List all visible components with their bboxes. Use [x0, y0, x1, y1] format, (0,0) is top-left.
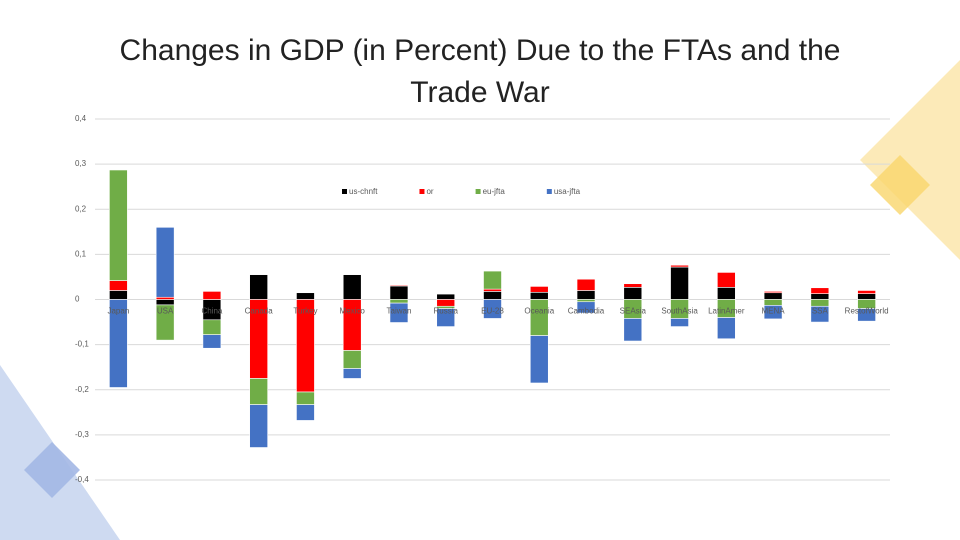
bar-segment	[436, 308, 456, 327]
x-tick-label: RestofWorld	[845, 307, 889, 316]
bar-segment	[109, 290, 128, 300]
bar-segment	[249, 274, 268, 300]
bar-segment	[249, 404, 268, 448]
x-tick-label: Russia	[434, 307, 459, 316]
bar-segment	[576, 299, 596, 303]
bar-segment	[389, 284, 409, 287]
bar-segment	[249, 378, 268, 405]
bar-segment	[155, 304, 175, 341]
y-tick-label: 0,4	[75, 114, 87, 123]
bar-segment	[155, 296, 175, 300]
bar-segment	[717, 272, 736, 288]
y-tick-label: 0,3	[75, 159, 87, 168]
bar-segment	[483, 299, 502, 319]
bar-segment	[483, 288, 502, 292]
bar-segment	[763, 299, 783, 306]
x-tick-label: Turkey	[293, 307, 317, 316]
bar-segment	[529, 299, 549, 336]
legend-swatch	[342, 189, 347, 194]
x-tick-label: Oceania	[524, 307, 554, 316]
bar-segment	[436, 293, 456, 300]
x-tick-label: Mexico	[340, 307, 366, 316]
x-tick-label: Taiwan	[387, 307, 412, 316]
bar-segment	[623, 287, 643, 300]
bar-segment	[109, 280, 128, 291]
x-tick-label: LatinAmer	[708, 307, 745, 316]
bar-segment	[529, 291, 549, 300]
x-tick-label: SouthAsia	[661, 307, 698, 316]
bar-segment	[155, 227, 175, 298]
bar-segment	[810, 287, 830, 294]
bar-segment	[623, 318, 643, 342]
bar-segment	[342, 368, 362, 379]
bar-segment	[576, 301, 596, 314]
bar-segment	[810, 293, 830, 300]
bar-segment	[810, 299, 830, 307]
bar-segment	[155, 299, 175, 306]
bar-segment	[202, 319, 222, 335]
bar-segment	[857, 308, 876, 322]
legend-label: usa-jfta	[554, 187, 581, 196]
bar-segment	[109, 169, 128, 281]
bar-segment	[717, 317, 736, 340]
bar-segment	[202, 291, 222, 300]
x-tick-label: Japan	[107, 307, 129, 316]
bar-segment	[857, 293, 876, 300]
bar-segment	[670, 264, 689, 268]
y-tick-label: -0,3	[75, 430, 89, 439]
bar-segment	[576, 278, 596, 291]
x-tick-label: EU-28	[481, 307, 504, 316]
bar-segment	[717, 287, 736, 300]
bar-segment	[763, 291, 783, 294]
legend-label: or	[426, 187, 433, 196]
x-tick-label: SSA	[812, 307, 829, 316]
bar-segment	[389, 302, 409, 323]
bar-segment	[389, 299, 409, 304]
x-tick-label: SEAsia	[620, 307, 647, 316]
bar-segment	[296, 391, 315, 405]
legend-swatch	[546, 189, 552, 194]
y-tick-label: 0	[75, 295, 80, 304]
legend-label: us-chnft	[349, 187, 378, 196]
bar-segment	[623, 283, 643, 288]
bar-segment	[296, 404, 315, 421]
bar-segment	[296, 292, 315, 300]
x-tick-label: USA	[157, 307, 174, 316]
x-tick-label: China	[201, 307, 222, 316]
y-tick-label: 0,1	[75, 249, 87, 258]
bar-segment	[670, 318, 689, 327]
bar-segment	[529, 335, 549, 384]
bar-segment	[483, 270, 502, 290]
bar-segment	[202, 334, 222, 349]
bar-segment	[529, 286, 549, 293]
x-tick-label: Cambodia	[568, 307, 605, 316]
bar-segment	[389, 285, 409, 300]
decoration	[0, 60, 960, 540]
bar-segment	[810, 305, 830, 323]
legend-label: eu-jfta	[483, 187, 506, 196]
bar-segment	[436, 299, 456, 307]
y-tick-label: -0,4	[75, 475, 89, 484]
bar-segment	[109, 299, 128, 388]
x-tick-label: Canada	[245, 307, 274, 316]
bar-segment	[342, 274, 362, 300]
plot-area: -0,4 -0,3 -0,2 -0,1 0 0,1 0,2 0,3 0,4 Japan USA Chi…	[75, 114, 890, 484]
y-tick-label: -0,1	[75, 340, 89, 349]
chart-title: Changes in GDP (in Percent) Due to the F…	[119, 34, 841, 109]
legend-swatch	[419, 189, 425, 194]
bar-segment	[763, 292, 783, 300]
x-tick-label: MENA	[762, 307, 786, 316]
bar-segment	[670, 266, 689, 300]
bar-segment	[857, 290, 876, 294]
y-tick-label: 0,2	[75, 204, 87, 213]
bar-segment	[763, 305, 783, 320]
y-tick-label: -0,2	[75, 385, 89, 394]
bar-segment	[483, 291, 502, 300]
bar-segment	[576, 290, 596, 300]
bar-segment	[342, 350, 362, 369]
legend-swatch	[475, 189, 481, 194]
